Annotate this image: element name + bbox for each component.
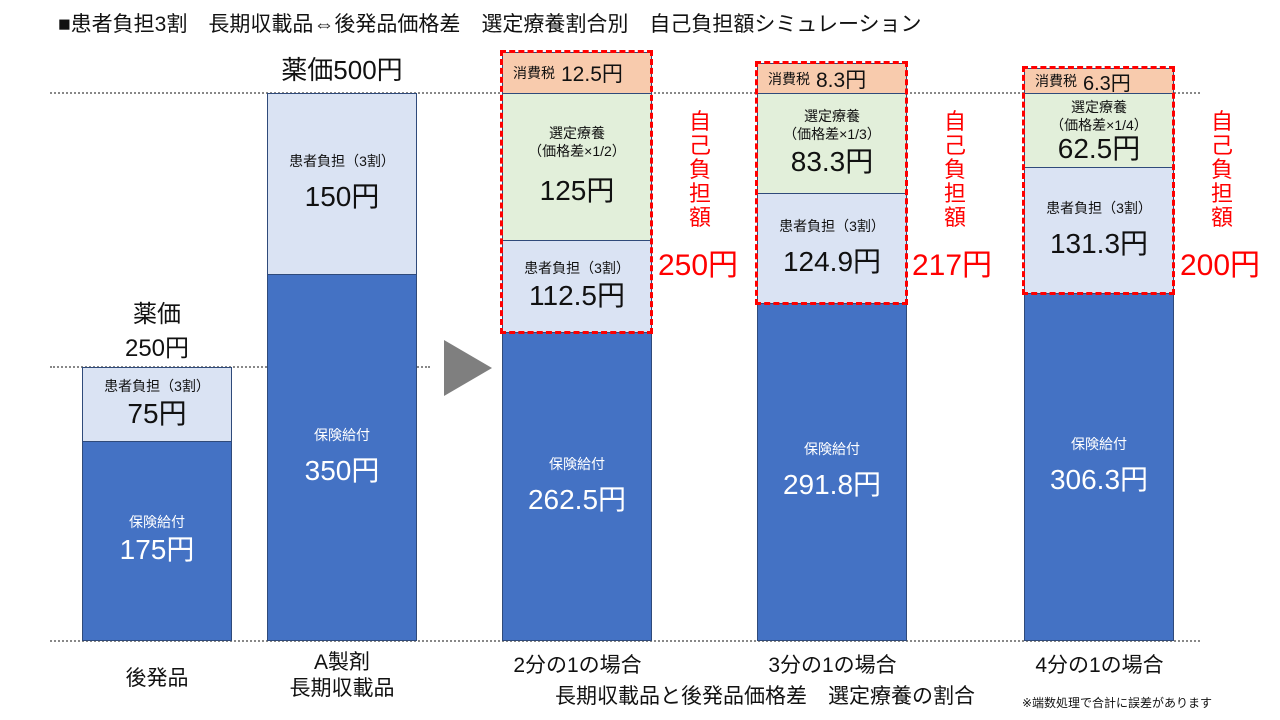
insurance-label: 保険給付 [804,441,860,457]
tax-label: 消費税 [1035,73,1077,89]
dotted-line-baseline [50,640,1200,642]
selective-value: 83.3円 [790,145,874,177]
copay-label: 患者負担（3割） [779,217,885,234]
selective-sub: （価格差×1/4） [1050,116,1148,133]
generic-price-label: 薬価 [133,301,181,328]
selective-sub: （価格差×1/2） [528,143,626,159]
insurance-label: 保険給付 [129,514,185,530]
dotted-line-250 [50,366,430,368]
insurance-value: 350円 [304,454,380,486]
case-third-insurance-segment: 保険給付 291.8円 [757,303,907,641]
generic-copay-segment: 患者負担（3割） 75円 [82,367,232,442]
brand-price: 薬価500円 [281,55,403,85]
case-third-name: 3分の1の場合 [768,654,897,677]
page-title: ■患者負担3割 長期収載品⇔後発品価格差 選定療養割合別 自己負担額シミュレーシ… [58,13,922,36]
copay-label: 患者負担（3割） [1046,199,1152,216]
case-half-self-pay-amount: 250円 [658,249,739,282]
case-quarter-copay-segment: 患者負担（3割） 131.3円 [1024,167,1174,294]
insurance-label: 保険給付 [1071,436,1127,452]
selective-value: 62.5円 [1057,132,1141,164]
case-third-self-pay-label: 自己負担額 [943,109,966,230]
copay-value: 75円 [127,397,187,429]
copay-label: 患者負担（3割） [524,259,630,276]
arrow-right-icon [444,340,492,396]
generic-name: 後発品 [125,667,189,690]
copay-label: 患者負担（3割） [289,153,395,169]
case-third-copay-segment: 患者負担（3割） 124.9円 [757,193,907,304]
case-quarter-self-pay-label: 自己負担額 [1210,109,1233,230]
generic-price-value: 250円 [124,335,190,362]
case-third-tax-segment: 消費税 8.3円 [757,63,907,94]
case-half-self-pay-label: 自己負担額 [688,109,711,230]
case-quarter-insurance-segment: 保険給付 306.3円 [1024,293,1174,641]
selective-value: 125円 [539,175,615,206]
insurance-label: 保険給付 [549,455,605,472]
case-quarter-selective-segment: 選定療養 （価格差×1/4） 62.5円 [1024,93,1174,168]
case-third-selective-segment: 選定療養 （価格差×1/3） 83.3円 [757,93,907,194]
case-half-selective-segment: 選定療養 （価格差×1/2） 125円 [502,93,652,241]
selective-label: 選定療養 [549,125,605,141]
brand-name-line1: A製剤 [313,651,370,674]
case-half-insurance-segment: 保険給付 262.5円 [502,332,652,641]
case-quarter-self-pay-amount: 200円 [1180,249,1261,282]
copay-label: 患者負担（3割） [104,377,210,394]
copay-value: 112.5円 [529,279,625,311]
case-half-tax-segment: 消費税 12.5円 [502,52,652,94]
tax-value: 6.3円 [1083,72,1131,95]
selective-sub: （価格差×1/3） [783,125,881,142]
case-quarter-name: 4分の1の場合 [1035,654,1164,677]
brand-insurance-segment: 保険給付 350円 [267,274,417,641]
insurance-value: 175円 [119,534,195,565]
case-half-copay-segment: 患者負担（3割） 112.5円 [502,240,652,333]
insurance-value: 306.3円 [1049,464,1149,495]
brand-name: A製剤 長期収載品 [252,650,432,702]
case-quarter-tax-segment: 消費税 6.3円 [1024,68,1174,95]
case-half-name: 2分の1の場合 [513,654,642,677]
copay-value: 124.9円 [782,245,882,277]
case-third-self-pay-amount: 217円 [912,249,993,282]
copay-value: 131.3円 [1049,227,1149,259]
brand-copay-segment: 患者負担（3割） 150円 [267,93,417,275]
copay-value: 150円 [304,181,380,212]
tax-value: 8.3円 [816,68,867,92]
footnote: ※端数処理で合計に誤差があります [1022,696,1213,710]
brand-name-line2: 長期収載品 [289,677,395,700]
group-label: 長期収載品と後発品価格差 選定療養の割合 [555,685,975,708]
selective-label: 選定療養 [1071,98,1127,115]
insurance-value: 291.8円 [782,469,882,500]
insurance-label: 保険給付 [314,426,370,443]
insurance-value: 262.5円 [527,483,627,515]
tax-label: 消費税 [513,65,555,81]
generic-price: 薬価 250円 [82,298,232,366]
tax-label: 消費税 [768,70,810,87]
generic-insurance-segment: 保険給付 175円 [82,441,232,641]
selective-label: 選定療養 [804,107,860,124]
tax-value: 12.5円 [561,63,623,86]
